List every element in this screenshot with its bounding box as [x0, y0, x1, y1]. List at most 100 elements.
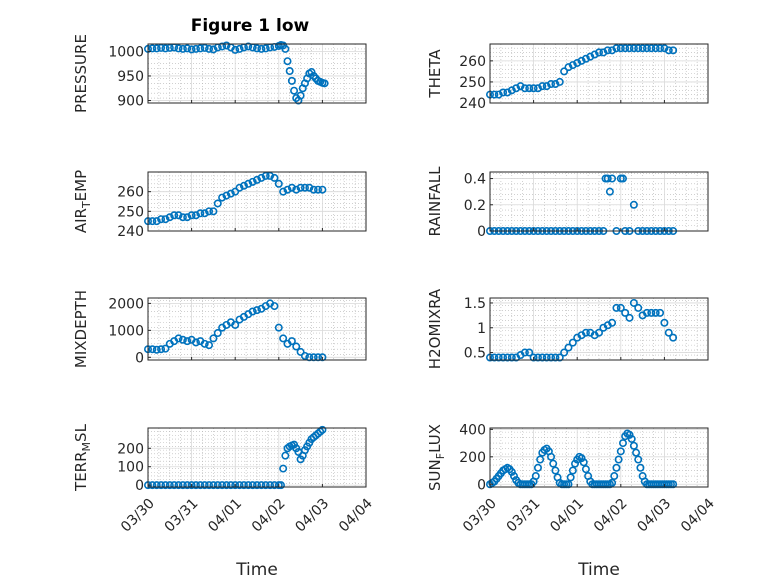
data-point	[270, 302, 279, 311]
data-point	[625, 313, 634, 322]
data-point	[178, 213, 187, 222]
data-point	[533, 84, 542, 93]
data-point	[178, 44, 187, 53]
data-point	[618, 439, 627, 448]
data-point	[547, 80, 556, 89]
data-point	[616, 303, 625, 312]
subplot-theta: 240 250 260 THETA	[426, 43, 709, 112]
data-point	[292, 185, 301, 194]
data-point	[590, 50, 599, 59]
data-point	[218, 193, 227, 202]
axes-box	[147, 43, 367, 104]
subplot-air: 240 250 260 AIRTEMP	[72, 170, 367, 240]
x-axis-label: Time	[235, 560, 278, 580]
axes-box	[489, 427, 709, 488]
data-point	[200, 43, 209, 52]
data-point	[296, 347, 305, 356]
data-point	[551, 466, 560, 475]
data-point	[213, 199, 222, 208]
data-point	[270, 173, 279, 182]
data-point	[174, 334, 183, 343]
data-point	[577, 454, 586, 463]
data-point	[555, 77, 564, 86]
data-point	[642, 44, 651, 53]
axes-box	[489, 171, 709, 232]
data-point	[573, 58, 582, 67]
data-point	[651, 44, 660, 53]
subplot-terr: 0 100 200 03/30 03/31 04/01 04/02 04/03 04/04 Tim…	[72, 423, 376, 580]
data-point	[261, 171, 270, 180]
data-point	[148, 217, 157, 226]
data-point	[281, 44, 290, 53]
data-point	[555, 353, 564, 362]
data-point	[200, 209, 209, 218]
data-point	[629, 200, 638, 209]
data-point	[152, 481, 161, 490]
data-point	[551, 353, 560, 362]
data-point	[581, 465, 590, 474]
data-point	[309, 185, 318, 194]
y-axis-label: MIXDEPTH	[72, 290, 90, 368]
data-point	[235, 44, 244, 53]
y-tick-label: 0.2	[464, 198, 486, 214]
data-point	[257, 173, 266, 182]
data-point	[560, 67, 569, 76]
data-point	[605, 187, 614, 196]
subplot-sun: 0 200 400 03/30 03/31 04/01 04/02 04/03 04/04 Tim…	[426, 422, 718, 580]
data-point	[664, 46, 673, 55]
data-point	[533, 463, 542, 472]
data-point	[222, 191, 231, 200]
y-tick-label: 250	[117, 204, 144, 220]
y-tick-label: 2000	[108, 296, 144, 312]
data-point	[551, 80, 560, 89]
data-point	[305, 183, 314, 192]
data-point	[292, 342, 301, 351]
subplot-h2omixra: 0.5 1 1.5 H2OMIXRA	[426, 288, 709, 369]
data-point	[547, 452, 556, 461]
data-point	[627, 434, 636, 443]
x-tick-label: 04/03	[292, 496, 332, 536]
y-tick-label: 400	[459, 422, 486, 438]
data-point	[647, 308, 656, 317]
data-point	[161, 215, 170, 224]
data-point	[231, 45, 240, 54]
data-point	[533, 353, 542, 362]
data-point	[581, 54, 590, 63]
data-point	[305, 353, 314, 362]
data-point	[174, 44, 183, 53]
data-point	[213, 329, 222, 338]
data-point	[205, 207, 214, 216]
data-point	[547, 353, 556, 362]
data-point	[178, 335, 187, 344]
data-point	[629, 298, 638, 307]
axes-box	[489, 297, 709, 361]
data-point	[538, 82, 547, 91]
data-point	[226, 481, 235, 490]
subplot-pressure: 900 950 1000 PRESSURE	[72, 34, 367, 113]
data-point	[239, 181, 248, 190]
data-point	[642, 308, 651, 317]
data-point	[494, 90, 503, 99]
data-point	[632, 448, 641, 457]
data-point	[226, 189, 235, 198]
y-tick-label: 240	[117, 224, 144, 240]
y-tick-label: 1000	[108, 44, 144, 60]
data-point	[538, 353, 547, 362]
data-point	[287, 183, 296, 192]
data-point	[279, 464, 288, 473]
data-point	[152, 217, 161, 226]
data-point	[608, 46, 617, 55]
data-point	[191, 211, 200, 220]
figure-title: Figure 1 low	[191, 16, 310, 36]
data-point	[274, 179, 283, 188]
data-point	[536, 455, 545, 464]
data-point	[205, 341, 214, 350]
data-point	[499, 353, 508, 362]
data-point	[309, 353, 318, 362]
data-point	[174, 211, 183, 220]
data-point	[248, 177, 257, 186]
data-point	[218, 42, 227, 51]
data-point	[629, 44, 638, 53]
data-point	[577, 56, 586, 65]
data-point	[296, 183, 305, 192]
